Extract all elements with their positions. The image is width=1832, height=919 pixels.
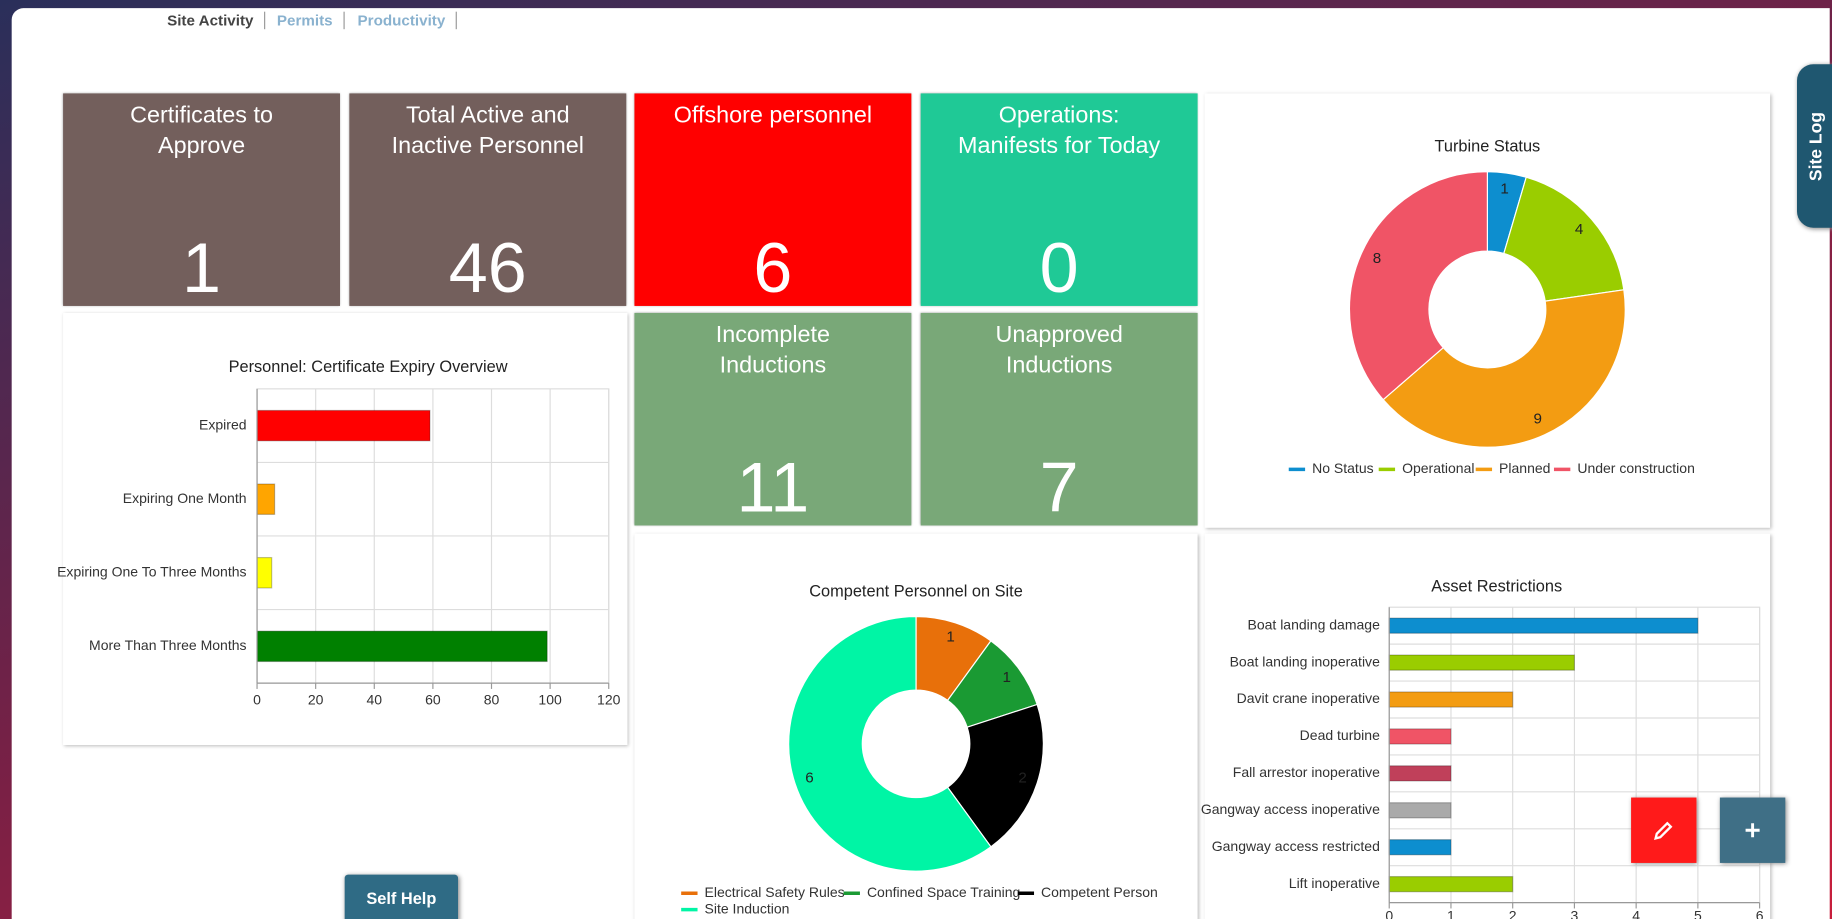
donut-slice xyxy=(1503,176,1625,302)
data-label: 8 xyxy=(1373,250,1381,267)
y-tick-label: Boat landing damage xyxy=(1248,616,1381,632)
tile-title: Incomplete Inductions xyxy=(715,322,831,379)
y-tick-label: Gangway access restricted xyxy=(1212,838,1380,854)
donut-slice xyxy=(788,615,992,872)
chart-title: Personnel: Certificate Expiry Overview xyxy=(229,358,508,376)
legend-label: Under construction xyxy=(1577,460,1695,476)
add-icon xyxy=(1745,823,1760,838)
tile-title: Certificates to Approve xyxy=(130,102,273,159)
tile-value: 7 xyxy=(1039,448,1079,527)
tile-value: 6 xyxy=(753,228,793,308)
data-label: 2 xyxy=(1018,769,1026,786)
x-tick-label: 0 xyxy=(1385,907,1393,919)
edit-button[interactable] xyxy=(1631,797,1697,863)
y-tick-label: Dead turbine xyxy=(1300,727,1380,743)
kpi-tile[interactable]: Unapproved Inductions 7 xyxy=(920,312,1198,527)
tile-value: 46 xyxy=(448,228,527,308)
tile-value: 0 xyxy=(1039,228,1079,308)
y-tick-label: Fall arrestor inoperative xyxy=(1233,764,1380,780)
tab[interactable]: Productivity xyxy=(358,11,457,30)
x-tick-label: 1 xyxy=(1447,907,1455,919)
donut-slice xyxy=(1348,171,1488,401)
chart-title: Competent Personnel on Site xyxy=(809,582,1023,600)
tile-value: 11 xyxy=(736,448,810,527)
y-tick-label: Expiring One Month xyxy=(123,490,247,506)
y-tick-label: Davit crane inoperative xyxy=(1237,690,1380,706)
data-label: 9 xyxy=(1534,411,1542,428)
kpi-tile[interactable]: Certificates to Approve 1 xyxy=(63,93,341,307)
y-tick-label: Expiring One To Three Months xyxy=(57,563,246,579)
tile-value: 1 xyxy=(182,228,222,308)
y-tick-label: Expired xyxy=(199,416,246,432)
x-tick-label: 6 xyxy=(1756,907,1764,919)
bar xyxy=(1388,617,1699,634)
kpi-tile[interactable]: Incomplete Inductions 11 xyxy=(634,312,912,527)
kpi-tile[interactable]: Operations: Manifests for Today 0 xyxy=(920,93,1198,307)
chart-title: Turbine Status xyxy=(1435,137,1541,155)
x-tick-label: 40 xyxy=(366,691,382,707)
bar xyxy=(1388,839,1452,856)
data-label: 4 xyxy=(1575,221,1583,238)
site-log-label: Site Log xyxy=(1806,111,1827,181)
data-label: 6 xyxy=(805,769,813,786)
x-tick-label: 4 xyxy=(1632,907,1640,919)
tab[interactable]: Site Activity xyxy=(167,11,266,30)
donut-slice xyxy=(1382,289,1626,448)
add-button[interactable] xyxy=(1719,797,1786,863)
legend-label: Site Induction xyxy=(705,900,790,916)
legend-label: Planned xyxy=(1499,460,1550,476)
panel xyxy=(63,312,628,745)
data-label: 1 xyxy=(1500,180,1508,197)
y-tick-label: Boat landing inoperative xyxy=(1230,653,1380,669)
legend-label: Electrical Safety Rules xyxy=(705,884,845,900)
x-tick-label: 0 xyxy=(253,691,261,707)
x-tick-label: 80 xyxy=(484,691,500,707)
y-tick-label: Gangway access inoperative xyxy=(1201,801,1380,817)
kpi-tile[interactable]: Offshore personnel 6 xyxy=(634,93,912,307)
bar xyxy=(256,409,431,442)
kpi-tile[interactable]: Total Active and Inactive Personnel 46 xyxy=(349,93,627,307)
x-tick-label: 120 xyxy=(597,691,621,707)
bar xyxy=(256,483,276,515)
data-label: 1 xyxy=(1002,669,1010,686)
y-tick-label: Lift inoperative xyxy=(1289,875,1380,891)
legend-label: Confined Space Training xyxy=(867,884,1020,900)
tab[interactable]: Permits xyxy=(277,11,345,30)
edit-icon xyxy=(1654,821,1673,841)
x-tick-label: 5 xyxy=(1694,907,1702,919)
bar xyxy=(1388,728,1452,745)
x-tick-label: 3 xyxy=(1571,907,1579,919)
x-tick-label: 20 xyxy=(308,691,324,707)
x-tick-label: 2 xyxy=(1509,907,1517,919)
tile-title: Offshore personnel xyxy=(673,102,873,129)
self-help-button[interactable]: Self Help xyxy=(344,874,459,919)
bar xyxy=(1388,802,1452,819)
tile-title: Unapproved Inductions xyxy=(995,322,1123,379)
bar xyxy=(1388,654,1576,671)
site-log-tab[interactable]: Site Log xyxy=(1796,64,1832,228)
bar xyxy=(1388,691,1514,708)
bar xyxy=(1388,875,1514,893)
data-label: 1 xyxy=(946,628,954,645)
legend-label: No Status xyxy=(1312,460,1374,476)
x-tick-label: 100 xyxy=(538,691,562,707)
chart-title: Asset Restrictions xyxy=(1431,578,1562,596)
legend-label: Competent Person xyxy=(1041,884,1158,900)
panel xyxy=(1204,93,1771,528)
bar xyxy=(1388,765,1452,782)
x-tick-label: 60 xyxy=(425,691,441,707)
y-tick-label: More Than Three Months xyxy=(89,637,247,653)
donut-slice xyxy=(946,703,1044,848)
tile-title: Total Active and Inactive Personnel xyxy=(391,102,584,159)
bar xyxy=(256,556,273,589)
bar xyxy=(256,630,548,663)
legend-label: Operational xyxy=(1402,460,1474,476)
tile-title: Operations: Manifests for Today xyxy=(958,102,1161,159)
